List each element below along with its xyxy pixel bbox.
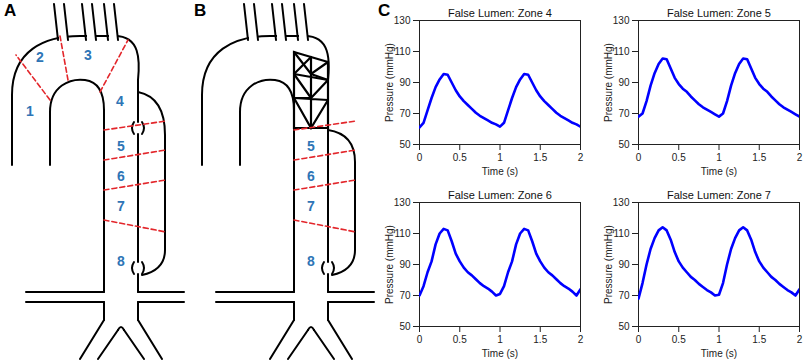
svg-text:2: 2 bbox=[578, 334, 584, 345]
svg-text:2: 2 bbox=[797, 152, 803, 163]
svg-text:1: 1 bbox=[716, 334, 722, 345]
svg-text:0: 0 bbox=[636, 152, 642, 163]
svg-text:1: 1 bbox=[497, 152, 503, 163]
svg-text:70: 70 bbox=[399, 108, 411, 119]
svg-text:2: 2 bbox=[797, 334, 803, 345]
svg-text:50: 50 bbox=[399, 139, 411, 150]
svg-text:0.5: 0.5 bbox=[672, 334, 686, 345]
svg-text:6: 6 bbox=[307, 168, 315, 184]
svg-text:50: 50 bbox=[618, 139, 630, 150]
svg-text:Time (s): Time (s) bbox=[701, 166, 737, 177]
svg-text:90: 90 bbox=[618, 77, 630, 88]
svg-text:Time (s): Time (s) bbox=[482, 348, 518, 359]
svg-text:1: 1 bbox=[497, 334, 503, 345]
svg-text:7: 7 bbox=[307, 198, 315, 214]
svg-text:7: 7 bbox=[117, 198, 125, 214]
svg-text:130: 130 bbox=[394, 197, 411, 208]
svg-text:B: B bbox=[194, 1, 206, 20]
svg-text:2: 2 bbox=[36, 49, 44, 65]
svg-text:50: 50 bbox=[399, 321, 411, 332]
svg-text:130: 130 bbox=[394, 15, 411, 26]
svg-text:1.5: 1.5 bbox=[533, 334, 547, 345]
svg-text:C: C bbox=[378, 1, 390, 20]
svg-text:110: 110 bbox=[395, 228, 411, 239]
svg-text:8: 8 bbox=[117, 253, 125, 269]
svg-text:1: 1 bbox=[26, 103, 34, 119]
svg-text:90: 90 bbox=[399, 259, 411, 270]
svg-text:False Lumen: Zone 7: False Lumen: Zone 7 bbox=[667, 189, 771, 201]
svg-text:A: A bbox=[4, 1, 16, 20]
svg-text:0: 0 bbox=[417, 152, 423, 163]
svg-text:Time (s): Time (s) bbox=[701, 348, 737, 359]
svg-text:90: 90 bbox=[399, 77, 411, 88]
svg-text:0.5: 0.5 bbox=[453, 334, 467, 345]
svg-text:0.5: 0.5 bbox=[672, 152, 686, 163]
svg-text:Pressure (mmHg): Pressure (mmHg) bbox=[384, 225, 395, 304]
svg-text:1: 1 bbox=[716, 152, 722, 163]
svg-text:False Lumen: Zone 4: False Lumen: Zone 4 bbox=[448, 7, 552, 19]
svg-text:130: 130 bbox=[613, 197, 630, 208]
svg-text:4: 4 bbox=[116, 93, 124, 109]
svg-text:70: 70 bbox=[618, 290, 630, 301]
svg-text:110: 110 bbox=[395, 46, 411, 57]
svg-text:0.5: 0.5 bbox=[453, 152, 467, 163]
svg-text:Pressure (mmHg): Pressure (mmHg) bbox=[603, 225, 614, 304]
svg-text:3: 3 bbox=[84, 47, 92, 63]
svg-text:False Lumen: Zone 6: False Lumen: Zone 6 bbox=[448, 189, 552, 201]
svg-text:1.5: 1.5 bbox=[752, 152, 766, 163]
svg-text:8: 8 bbox=[307, 253, 315, 269]
svg-text:2: 2 bbox=[578, 152, 584, 163]
svg-text:0: 0 bbox=[417, 334, 423, 345]
svg-text:1.5: 1.5 bbox=[752, 334, 766, 345]
svg-text:90: 90 bbox=[618, 259, 630, 270]
svg-text:6: 6 bbox=[117, 168, 125, 184]
svg-text:0: 0 bbox=[636, 334, 642, 345]
svg-text:70: 70 bbox=[618, 108, 630, 119]
svg-text:110: 110 bbox=[614, 46, 630, 57]
svg-text:50: 50 bbox=[618, 321, 630, 332]
svg-text:False Lumen: Zone 5: False Lumen: Zone 5 bbox=[667, 7, 771, 19]
svg-text:130: 130 bbox=[613, 15, 630, 26]
svg-text:5: 5 bbox=[307, 138, 315, 154]
svg-text:110: 110 bbox=[614, 228, 630, 239]
svg-text:Pressure (mmHg): Pressure (mmHg) bbox=[384, 43, 395, 122]
svg-text:70: 70 bbox=[399, 290, 411, 301]
svg-text:1.5: 1.5 bbox=[533, 152, 547, 163]
svg-text:5: 5 bbox=[117, 138, 125, 154]
svg-text:Pressure (mmHg): Pressure (mmHg) bbox=[603, 43, 614, 122]
svg-text:Time (s): Time (s) bbox=[482, 166, 518, 177]
